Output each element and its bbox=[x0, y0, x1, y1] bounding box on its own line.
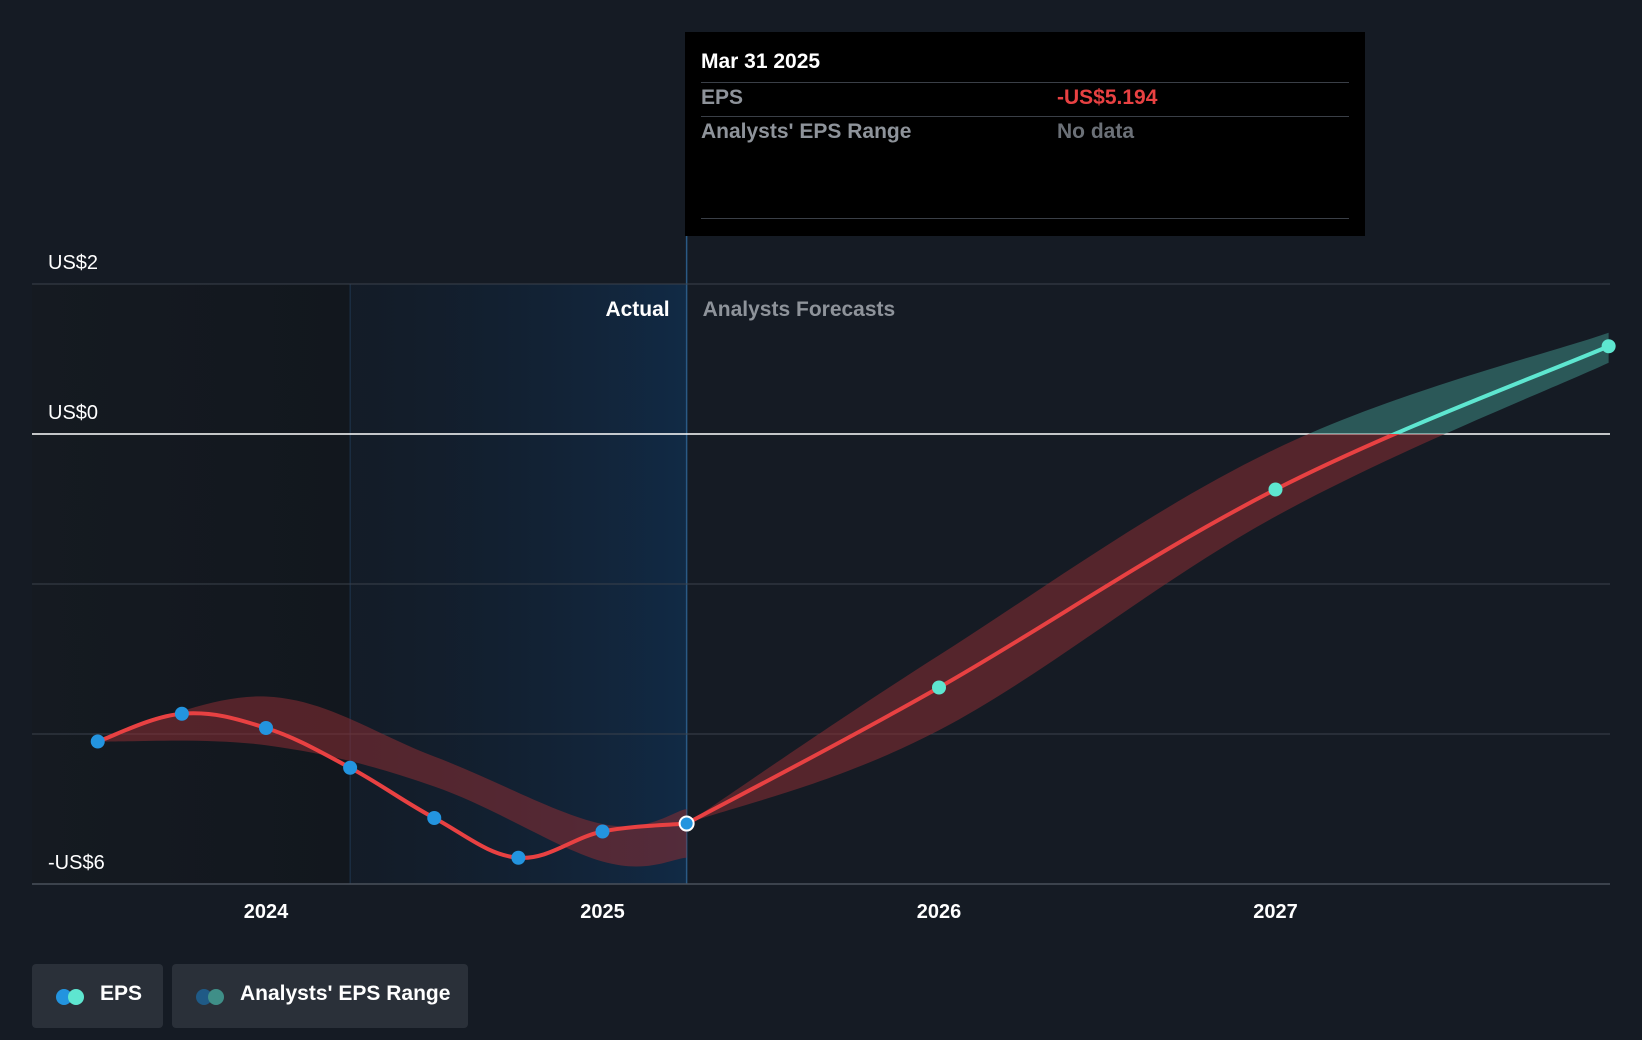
eps-point-actual bbox=[511, 850, 526, 865]
x-tick-label: 2024 bbox=[244, 901, 289, 923]
eps-legend-dot bbox=[68, 989, 84, 1005]
eps-range-band-negative bbox=[97, 696, 687, 867]
eps-point-actual bbox=[90, 734, 105, 749]
tooltip-divider bbox=[701, 82, 1349, 83]
tooltip-range-label: Analysts' EPS Range bbox=[701, 120, 912, 143]
eps-line-forecast-positive bbox=[1389, 344, 1611, 434]
eps-range-band-negative bbox=[686, 434, 1445, 824]
axis-labels: US$2 US$0 -US$6 2024 2025 2026 2027 Actual Analy… bbox=[48, 252, 1298, 923]
x-tick-label: 2026 bbox=[917, 901, 962, 923]
legend-item-eps[interactable]: EPS bbox=[32, 964, 163, 1028]
x-tick-label: 2027 bbox=[1253, 901, 1298, 923]
range-legend-dot bbox=[208, 989, 224, 1005]
eps-line-forecast bbox=[684, 434, 1400, 826]
eps-range-band-positive bbox=[1308, 332, 1609, 434]
tooltip-range-value: No data bbox=[1057, 120, 1135, 143]
y-tick-label: US$0 bbox=[48, 402, 98, 424]
tooltip-date: Mar 31 2025 bbox=[701, 50, 821, 73]
eps-points bbox=[90, 339, 1616, 865]
eps-point-forecast bbox=[932, 680, 946, 695]
eps-point-forecast bbox=[1268, 482, 1283, 497]
eps-point-actual bbox=[259, 721, 273, 735]
tooltip: Mar 31 2025 EPS -US$5.194 Analysts' EPS … bbox=[685, 32, 1365, 236]
tooltip-divider bbox=[701, 116, 1349, 117]
eps-point-actual bbox=[427, 811, 442, 825]
eps-point-actual bbox=[174, 706, 189, 721]
y-tick-label: -US$6 bbox=[48, 852, 105, 874]
tooltip-eps-value: -US$5.194 bbox=[1057, 86, 1158, 109]
chart-background bbox=[32, 236, 688, 884]
eps-point-actual bbox=[343, 760, 358, 775]
eps-point-forecast bbox=[1601, 339, 1616, 354]
eps-range-bands bbox=[97, 332, 1609, 867]
eps-line-actual bbox=[95, 711, 689, 860]
forecast-label: Analysts Forecasts bbox=[703, 298, 896, 321]
tooltip-divider bbox=[701, 218, 1349, 219]
eps-point-highlight bbox=[678, 815, 695, 832]
legend-label-eps: EPS bbox=[100, 982, 143, 1005]
legend-label-eps-range: Analysts' EPS Range bbox=[240, 982, 451, 1005]
tooltip-eps-label: EPS bbox=[701, 86, 744, 109]
x-tick-label: 2025 bbox=[580, 901, 625, 923]
y-tick-label: US$2 bbox=[48, 252, 98, 274]
actual-label: Actual bbox=[605, 298, 669, 321]
eps-lines bbox=[95, 344, 1611, 860]
eps-point-actual bbox=[595, 824, 610, 839]
legend-item-eps-range[interactable]: Analysts' EPS Range bbox=[172, 964, 468, 1028]
